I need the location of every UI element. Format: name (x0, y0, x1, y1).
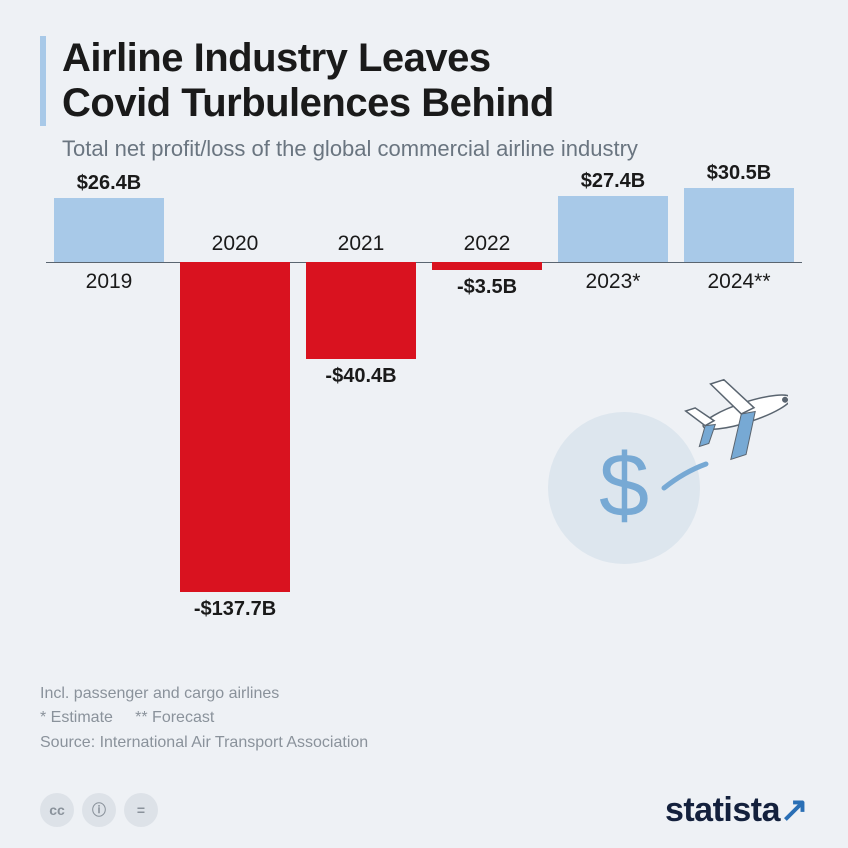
bar-year-label: 2020 (172, 232, 298, 256)
bar-year-label: 2023* (550, 270, 676, 294)
subtitle: Total net profit/loss of the global comm… (62, 136, 808, 162)
title-line-1: Airline Industry Leaves (62, 36, 491, 80)
bar-value-label: -$40.4B (298, 365, 424, 388)
bar-value-label: -$137.7B (172, 598, 298, 621)
title-block: Airline Industry Leaves Covid Turbulence… (40, 36, 808, 126)
bar-year-label: 2021 (298, 232, 424, 256)
bar-group-2019: $26.4B2019 (46, 190, 172, 630)
bar (180, 262, 290, 592)
title-accent-bar (40, 36, 46, 126)
footer: cc ⓘ = statista↗ (40, 790, 808, 830)
statista-logo: statista↗ (665, 790, 808, 830)
bar-year-label: 2024** (676, 270, 802, 294)
bar (54, 198, 164, 261)
bar-value-label: $30.5B (676, 162, 802, 185)
logo-text: statista (665, 791, 780, 829)
title-line-2: Covid Turbulences Behind (62, 81, 554, 125)
page-title: Airline Industry Leaves Covid Turbulence… (62, 36, 554, 126)
license-badges: cc ⓘ = (40, 793, 158, 827)
footnote-1: Incl. passenger and cargo airlines (40, 682, 368, 707)
bar (558, 196, 668, 262)
footnote-2: * Estimate ** Forecast (40, 706, 368, 731)
logo-mark: ↗ (780, 791, 808, 829)
bar-value-label: $27.4B (550, 170, 676, 193)
svg-text:$: $ (599, 436, 649, 536)
bar (306, 262, 416, 359)
footnote-3: Source: International Air Transport Asso… (40, 731, 368, 756)
cc-icon: cc (40, 793, 74, 827)
bar-value-label: -$3.5B (424, 276, 550, 299)
bar-year-label: 2019 (46, 270, 172, 294)
infographic-card: Airline Industry Leaves Covid Turbulence… (0, 0, 848, 848)
bar-value-label: $26.4B (46, 172, 172, 195)
bar (432, 262, 542, 270)
bar-year-label: 2022 (424, 232, 550, 256)
bar-group-2020: -$137.7B 2020 (172, 190, 298, 630)
airplane-illustration: $ (528, 360, 788, 580)
footnotes: Incl. passenger and cargo airlines * Est… (40, 682, 368, 756)
bar (684, 188, 794, 261)
by-icon: ⓘ (82, 793, 116, 827)
bar-group-2021: -$40.4B 2021 (298, 190, 424, 630)
nd-icon: = (124, 793, 158, 827)
